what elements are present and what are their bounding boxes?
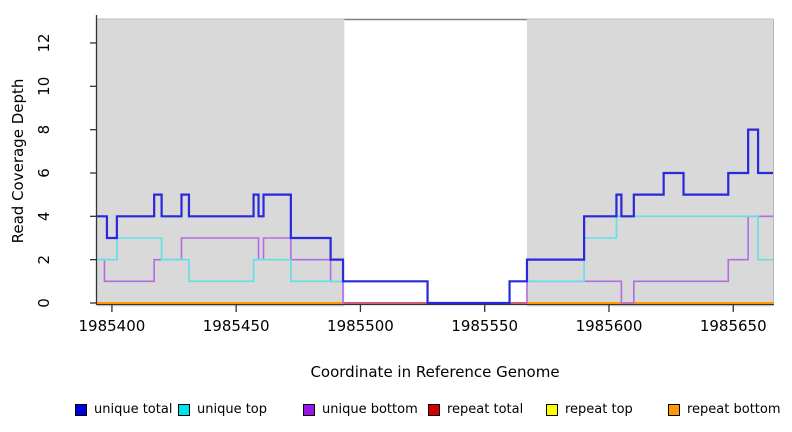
legend-label: repeat top	[565, 402, 633, 417]
legend-swatch-unique-total	[75, 404, 87, 416]
x-tick-label: 1985600	[576, 317, 643, 335]
y-tick-label: 12	[35, 33, 53, 52]
x-tick-label: 1985550	[451, 317, 518, 335]
legend-label: unique total	[94, 402, 173, 417]
shaded-region	[97, 19, 345, 307]
legend: unique total unique top unique bottom repea…	[0, 401, 792, 423]
legend-label: unique bottom	[322, 402, 418, 417]
legend-swatch-repeat-bottom	[668, 404, 680, 416]
legend-item-repeat-total: repeat total	[428, 401, 523, 419]
legend-swatch-repeat-total	[428, 404, 440, 416]
legend-swatch-repeat-top	[546, 404, 558, 416]
legend-label: repeat bottom	[687, 402, 781, 417]
legend-item-unique-bottom: unique bottom	[303, 401, 418, 419]
legend-item-repeat-top: repeat top	[546, 401, 633, 419]
y-tick-label: 4	[35, 212, 53, 222]
x-tick-label: 1985450	[203, 317, 270, 335]
legend-item-unique-top: unique top	[178, 401, 267, 419]
series-unique-total	[97, 128, 773, 305]
legend-item-unique-total: unique total	[75, 401, 172, 419]
shaded-region	[526, 19, 773, 307]
y-tick-label: 2	[35, 255, 53, 265]
y-tick-label: 10	[35, 77, 53, 96]
legend-swatch-unique-bottom	[303, 404, 315, 416]
legend-label: repeat total	[447, 402, 524, 417]
y-axis-title: Read Coverage Depth	[9, 78, 27, 244]
y-tick-label: 6	[35, 168, 53, 178]
y-tick-label: 0	[35, 298, 53, 308]
legend-item-repeat-bottom: repeat bottom	[668, 401, 781, 419]
x-axis-title: Coordinate in Reference Genome	[310, 363, 560, 381]
x-tick-label: 1985500	[327, 317, 394, 335]
legend-label: unique top	[197, 402, 268, 417]
x-tick-label: 1985400	[79, 317, 146, 335]
legend-swatch-unique-top	[178, 404, 190, 416]
x-tick-label: 1985650	[700, 317, 767, 335]
y-tick-label: 8	[35, 125, 53, 135]
